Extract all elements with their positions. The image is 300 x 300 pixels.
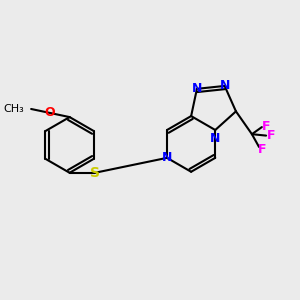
- Text: S: S: [90, 166, 100, 180]
- Text: F: F: [258, 143, 266, 156]
- Text: CH₃: CH₃: [4, 104, 25, 114]
- Text: F: F: [266, 129, 275, 142]
- Text: N: N: [210, 131, 220, 145]
- Text: N: N: [192, 82, 202, 95]
- Text: N: N: [219, 80, 230, 92]
- Text: O: O: [45, 106, 55, 119]
- Text: N: N: [162, 151, 172, 164]
- Text: F: F: [262, 120, 270, 133]
